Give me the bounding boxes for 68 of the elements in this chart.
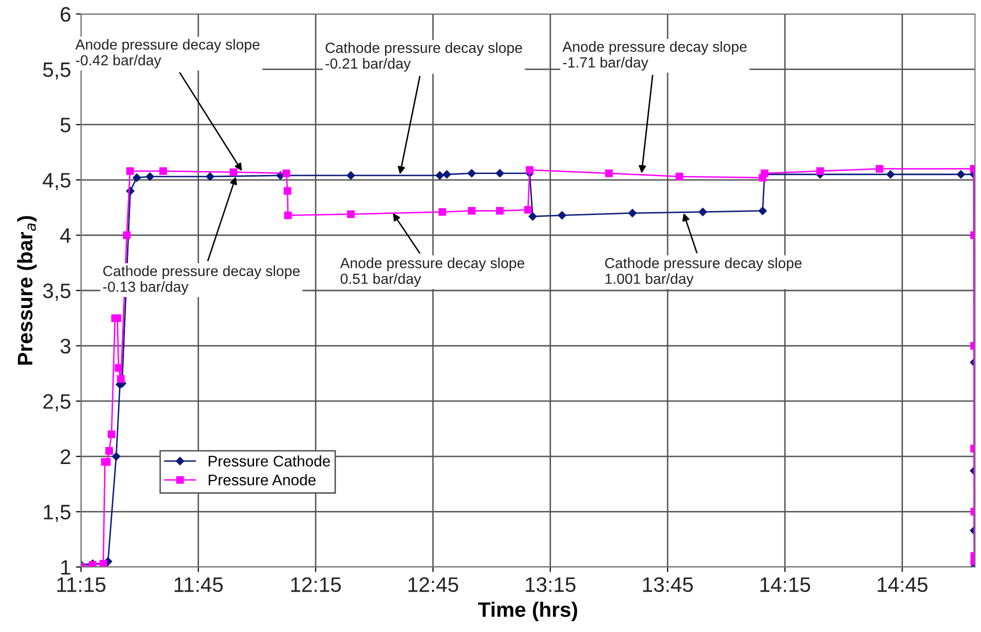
annotation: Anode pressure decay slope 0.51 bar/day bbox=[340, 258, 524, 287]
point bbox=[206, 172, 214, 181]
point bbox=[105, 447, 113, 455]
annotation: Cathode pressure decay slope -0.13 bar/day bbox=[103, 265, 300, 295]
x-axis-title: Time (hrs) bbox=[478, 602, 578, 622]
point bbox=[108, 430, 116, 438]
point bbox=[117, 375, 125, 383]
point bbox=[758, 206, 767, 215]
point bbox=[146, 172, 154, 181]
point bbox=[876, 165, 884, 173]
point bbox=[524, 206, 532, 214]
x-tick-label: 11:15 bbox=[57, 577, 106, 592]
y-tick-label: 4,5 bbox=[42, 173, 70, 190]
y-tick-label: 1 bbox=[61, 560, 70, 575]
point bbox=[122, 231, 131, 240]
point bbox=[676, 172, 684, 180]
x-tick-label: 12:15 bbox=[291, 577, 341, 592]
y-tick-label: 3 bbox=[60, 338, 70, 354]
point bbox=[282, 169, 290, 178]
y-tick-label: 5,5 bbox=[43, 62, 70, 80]
point bbox=[468, 207, 476, 215]
point bbox=[126, 167, 134, 175]
point bbox=[438, 208, 446, 216]
y-axis-title: Pressure (bar$_{a}$) bbox=[17, 216, 37, 365]
point bbox=[442, 170, 451, 178]
point bbox=[99, 560, 108, 567]
point bbox=[816, 167, 824, 175]
y-tick-label: 1,5 bbox=[44, 504, 70, 522]
annotation: Anode pressure decay slope -1.71 bar/day bbox=[562, 41, 747, 70]
y-tick-label: 4 bbox=[60, 228, 71, 243]
annotation: Cathode pressure decay slope -0.21 bar/day bbox=[326, 42, 522, 72]
point bbox=[496, 207, 504, 215]
y-tick-label: 2,5 bbox=[43, 394, 70, 412]
y-tick-label: 6 bbox=[60, 7, 70, 22]
legend-label: Pressure Anode bbox=[208, 474, 316, 486]
x-tick-label: 14:45 bbox=[878, 577, 928, 592]
point bbox=[628, 208, 637, 218]
point bbox=[159, 167, 167, 175]
point bbox=[605, 169, 613, 178]
point bbox=[230, 168, 238, 176]
point bbox=[886, 170, 895, 178]
legend-label: Pressure Cathode bbox=[208, 455, 330, 467]
x-tick-label: 11:45 bbox=[174, 577, 223, 592]
x-tick-label: 14:15 bbox=[760, 577, 810, 592]
point bbox=[436, 171, 444, 180]
x-tick-label: 13:45 bbox=[643, 577, 693, 592]
y-tick-label: 5 bbox=[60, 118, 70, 132]
point bbox=[496, 169, 504, 178]
point bbox=[956, 170, 966, 178]
point bbox=[132, 174, 141, 182]
point bbox=[468, 169, 476, 178]
point bbox=[526, 166, 534, 174]
point bbox=[698, 208, 707, 216]
point bbox=[558, 211, 566, 220]
point bbox=[284, 187, 292, 195]
annotation: Cathode pressure decay slope 1.001 bar/day bbox=[605, 258, 802, 287]
point bbox=[347, 210, 355, 218]
point bbox=[114, 314, 122, 322]
y-tick-label: 3,5 bbox=[43, 284, 70, 301]
y-tick-label: 2 bbox=[60, 449, 70, 464]
point bbox=[528, 212, 537, 221]
point bbox=[284, 211, 292, 220]
point bbox=[112, 452, 120, 461]
x-tick-label: 13:15 bbox=[526, 577, 576, 592]
point bbox=[114, 364, 122, 372]
x-tick-label: 12:45 bbox=[408, 577, 458, 592]
point bbox=[346, 171, 355, 180]
annotation: Anode pressure decay slope -0.42 bar/day bbox=[75, 38, 260, 68]
